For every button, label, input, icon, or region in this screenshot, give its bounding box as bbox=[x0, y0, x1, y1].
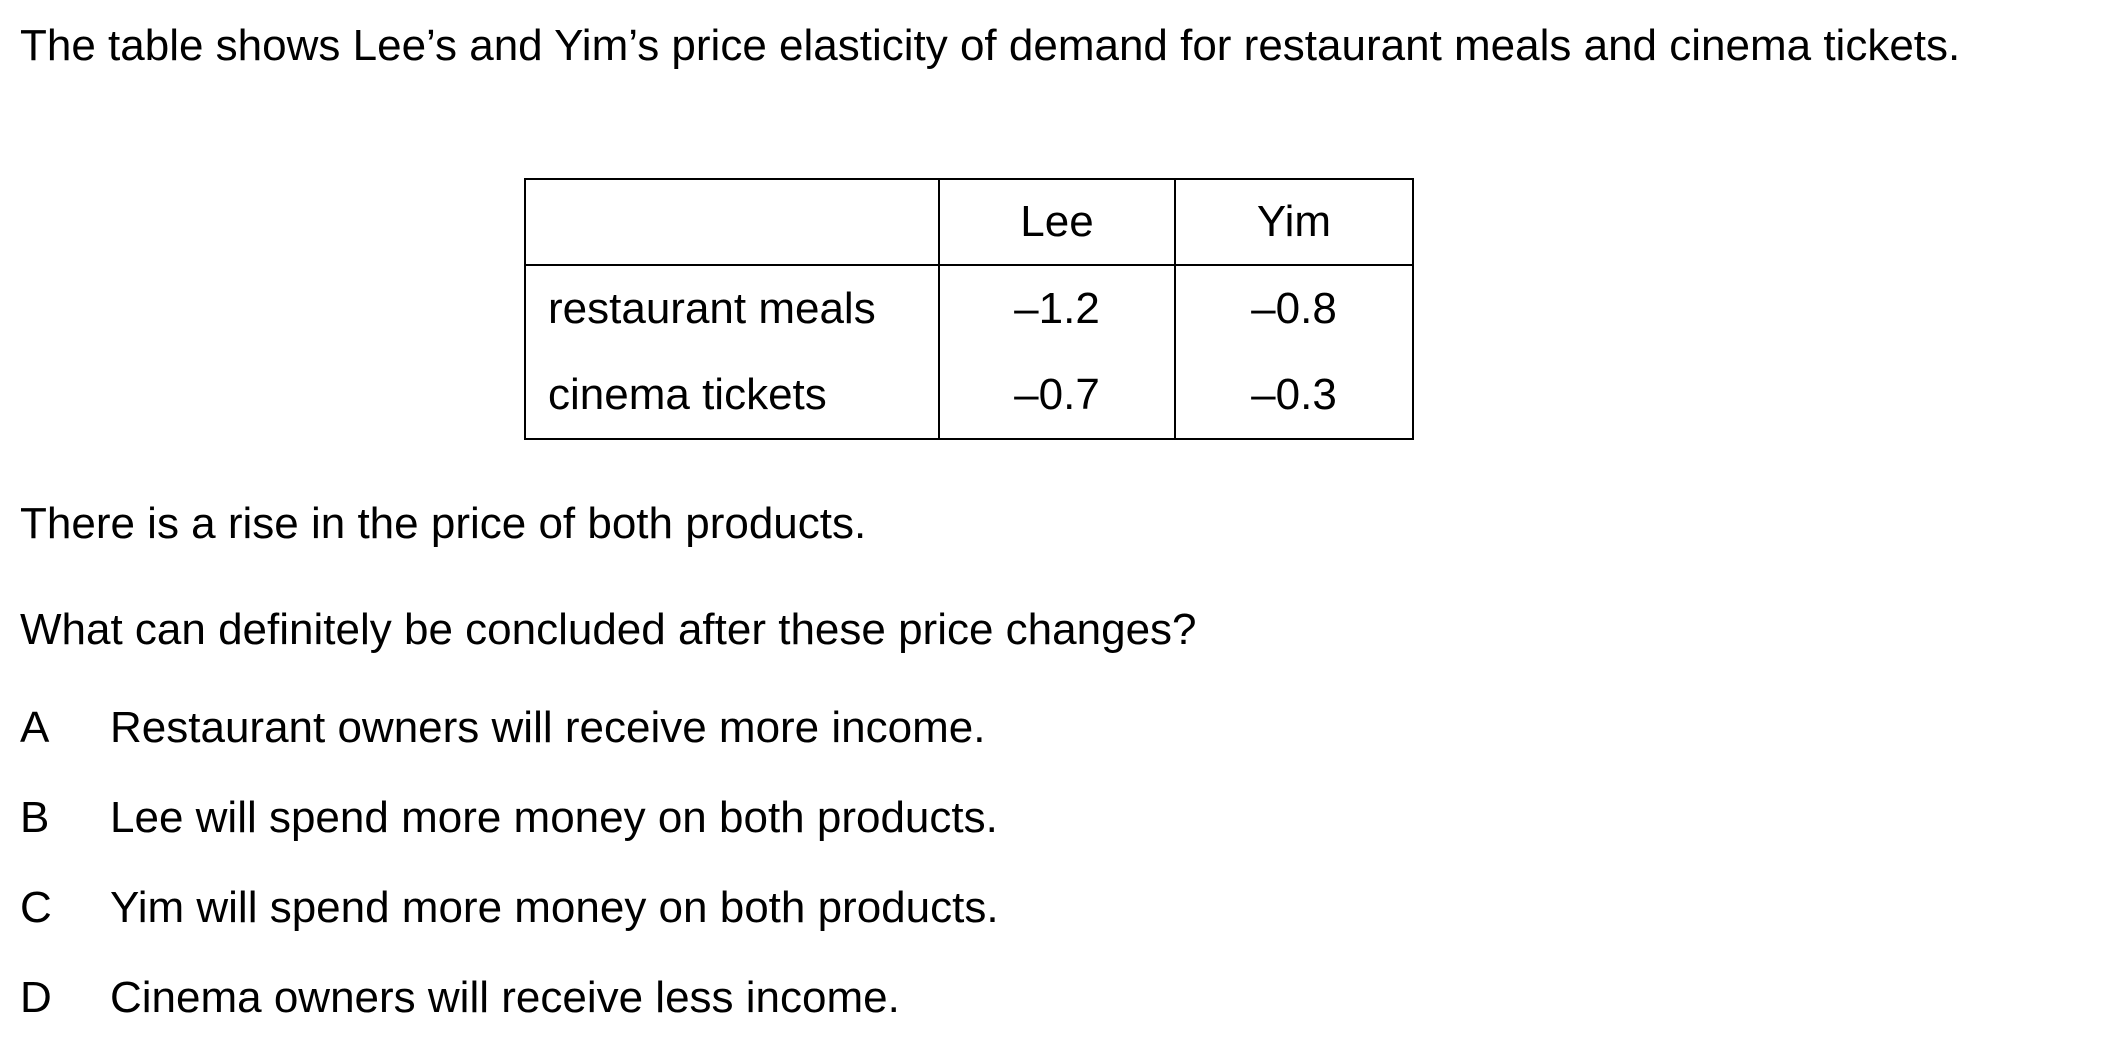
header-lee: Lee bbox=[938, 178, 1176, 266]
table-row: restaurant meals –1.2 –0.8 bbox=[524, 265, 1414, 352]
option-text: Cinema owners will receive less income. bbox=[110, 973, 900, 1022]
option-a[interactable]: A Restaurant owners will receive more inc… bbox=[20, 700, 985, 756]
option-letter: A bbox=[20, 703, 50, 752]
option-text: Lee will spend more money on both produc… bbox=[110, 793, 998, 842]
row-label-cinema-tickets: cinema tickets bbox=[524, 352, 940, 440]
header-yim: Yim bbox=[1174, 178, 1414, 266]
elasticity-table-container: Lee Yim restaurant meals –1.2 –0.8 cinem… bbox=[524, 178, 1414, 440]
option-c[interactable]: C Yim will spend more money on both produ… bbox=[20, 880, 999, 936]
option-letter: D bbox=[20, 973, 52, 1022]
cell-lee-restaurant-meals: –1.2 bbox=[938, 265, 1176, 352]
header-empty-cell bbox=[524, 178, 940, 266]
option-letter: B bbox=[20, 793, 50, 842]
table-row: cinema tickets –0.7 –0.3 bbox=[524, 352, 1414, 440]
question-text: What can definitely be concluded after t… bbox=[20, 605, 1197, 654]
option-text: Restaurant owners will receive more inco… bbox=[110, 703, 986, 752]
elasticity-table: Lee Yim restaurant meals –1.2 –0.8 cinem… bbox=[524, 178, 1414, 440]
row-label-restaurant-meals: restaurant meals bbox=[524, 265, 940, 352]
statement-text: There is a rise in the price of both pro… bbox=[20, 499, 867, 548]
option-d[interactable]: D Cinema owners will receive less income. bbox=[20, 970, 900, 1026]
intro-text: The table shows Lee’s and Yim’s price el… bbox=[20, 21, 1961, 70]
option-b[interactable]: B Lee will spend more money on both produ… bbox=[20, 790, 998, 846]
table-header-row: Lee Yim bbox=[524, 178, 1414, 266]
option-text: Yim will spend more money on both produc… bbox=[110, 883, 999, 932]
option-letter: C bbox=[20, 883, 52, 932]
cell-yim-cinema-tickets: –0.3 bbox=[1174, 352, 1414, 440]
cell-lee-cinema-tickets: –0.7 bbox=[938, 352, 1176, 440]
cell-yim-restaurant-meals: –0.8 bbox=[1174, 265, 1414, 352]
